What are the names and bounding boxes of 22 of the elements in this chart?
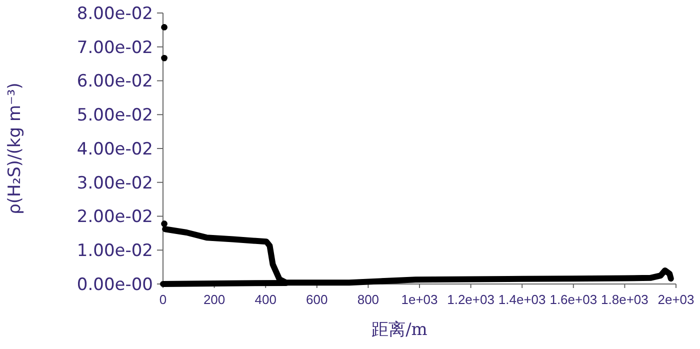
y-tick-label: 1.00e-02 [76, 241, 153, 262]
x-tick-label: 0 [159, 292, 167, 307]
y-tick-label: 3.00e-02 [76, 173, 153, 194]
x-tick-label: 800 [357, 292, 380, 307]
x-tick-label: 1.2e+03 [447, 292, 494, 307]
x-axis-title: 距离/m [372, 320, 428, 340]
y-tick-label: 5.00e-02 [76, 106, 153, 126]
y-tick-label: 2.00e-02 [76, 207, 153, 228]
x-tick-label: 1.4e+03 [498, 292, 546, 307]
x-tick-label: 600 [306, 292, 328, 307]
y-tick-label: 0.00e-00 [76, 274, 153, 295]
y-tick-label: 7.00e-02 [76, 38, 153, 58]
x-tick-label: 2e+03 [658, 292, 694, 307]
x-tick-label: 1.6e+03 [550, 292, 598, 307]
x-tick-label: 200 [203, 292, 226, 307]
y-axis-title: ρ(H₂S)/(kg m⁻³) [5, 82, 25, 214]
y-tick-label: 4.00e-02 [76, 139, 153, 160]
y-tick-label: 6.00e-02 [76, 72, 153, 92]
x-tick-label: 400 [254, 292, 276, 307]
x-tick-label: 1e+03 [401, 292, 438, 307]
x-tick-label: 1.8e+03 [601, 292, 648, 307]
y-tick-label: 8.00e-02 [76, 4, 153, 24]
